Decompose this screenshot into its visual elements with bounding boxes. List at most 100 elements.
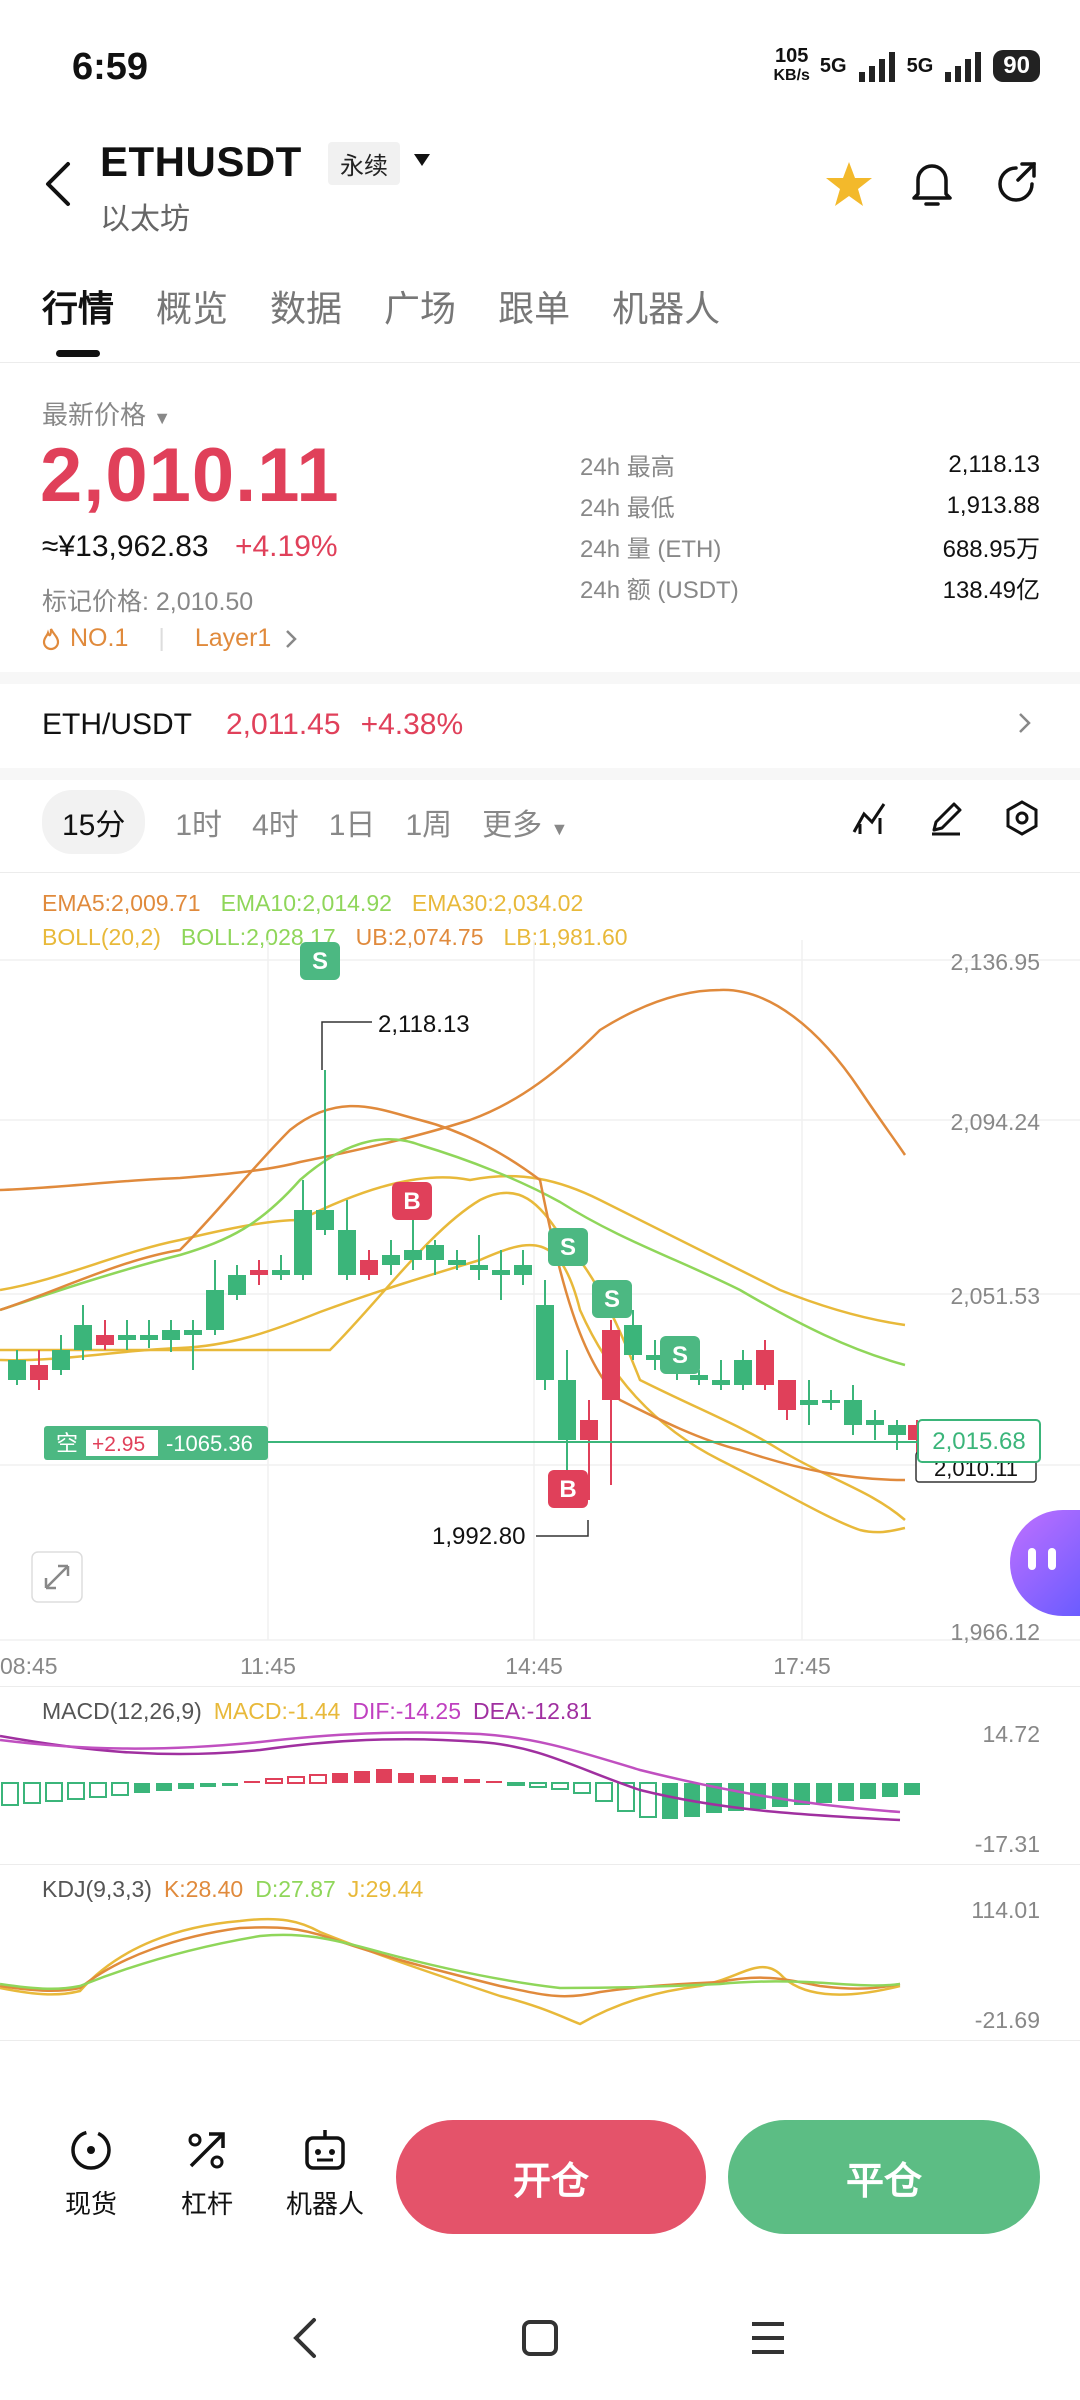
last-price: 2,010.11 <box>40 433 340 518</box>
candle <box>360 1260 378 1275</box>
boll-lb: LB:1,981.60 <box>503 924 628 950</box>
divider <box>0 362 1080 363</box>
candle <box>888 1425 906 1435</box>
macd-bar <box>420 1775 436 1783</box>
trade-marker-b: B <box>548 1470 588 1508</box>
boll-name: BOLL(20,2) <box>42 924 161 950</box>
stats-panel: 24h 最高 2,118.13 24h 最低 1,913.88 24h 量 (ETH… <box>580 444 1040 608</box>
status-icons: 105 KB/s 5G 5G 90 <box>773 46 1040 86</box>
boll-mid-line <box>0 1174 906 1327</box>
price-cny: ≈¥13,962.83 <box>42 530 209 563</box>
interval-1d[interactable]: 1日 <box>328 809 376 842</box>
candle <box>404 1250 422 1260</box>
candle <box>272 1270 290 1275</box>
candle <box>470 1265 488 1270</box>
macd-bar <box>486 1781 502 1783</box>
ema30-line <box>0 1191 906 1521</box>
position-badge[interactable]: 空 +2.95 -1065.36 <box>44 1426 268 1460</box>
spot-button[interactable]: 现货 <box>36 2126 146 2221</box>
indicator-icon[interactable] <box>852 800 888 836</box>
candle <box>162 1330 180 1340</box>
current-price-tag[interactable]: 2,015.68 <box>917 1419 1041 1463</box>
macd-chart[interactable]: 14.72 -17.31 <box>0 1690 1080 1860</box>
caret-down-icon[interactable] <box>412 152 432 168</box>
interval-4h[interactable]: 4时 <box>252 809 299 842</box>
svg-text:S: S <box>672 1342 688 1369</box>
macd-bar <box>507 1782 525 1786</box>
chevron-right-icon[interactable] <box>1018 712 1032 734</box>
macd-bar <box>89 1782 107 1798</box>
y-tick: 1,966.12 <box>950 1619 1040 1645</box>
sector-tag[interactable]: Layer1 <box>195 624 298 653</box>
macd-bar <box>354 1771 370 1783</box>
high-price-label: 2,118.13 <box>378 1011 470 1038</box>
macd-bar <box>464 1779 480 1783</box>
open-position-button[interactable]: 开仓 <box>396 2120 706 2234</box>
candle <box>866 1420 884 1425</box>
spot-pair-row[interactable]: ETH/USDT 2,011.45 +4.38% <box>42 708 463 742</box>
k-line <box>0 1926 901 1998</box>
divider <box>0 872 1080 873</box>
tab-copy-trading[interactable]: 跟单 <box>498 288 571 329</box>
price-change: +4.19% <box>234 530 338 563</box>
divider <box>0 1686 1080 1687</box>
candle <box>52 1350 70 1370</box>
bell-icon[interactable] <box>910 158 954 208</box>
spot-pair-change: +4.38% <box>360 708 464 741</box>
kdj-j: J:29.44 <box>347 1876 424 1902</box>
draw-pen-icon[interactable] <box>928 800 964 836</box>
expand-icon[interactable] <box>31 1551 83 1603</box>
bot-button[interactable]: 机器人 <box>270 2126 380 2221</box>
svg-text:-1065.36: -1065.36 <box>166 1431 253 1456</box>
symbol-title[interactable]: ETHUSDT <box>100 138 302 185</box>
rank-tag[interactable]: NO.1 <box>42 624 128 653</box>
favorite-star-icon[interactable] <box>824 160 874 208</box>
contract-type-badge[interactable]: 永续 <box>328 142 400 185</box>
candle <box>74 1325 92 1350</box>
macd-bar <box>639 1782 657 1818</box>
tab-square[interactable]: 广场 <box>384 288 457 329</box>
macd-bar <box>617 1782 635 1812</box>
macd-bar <box>23 1782 41 1804</box>
interval-more[interactable]: 更多 ▼ <box>482 809 569 842</box>
interval-1h[interactable]: 1时 <box>175 809 223 842</box>
macd-bar <box>398 1773 414 1783</box>
tab-overview[interactable]: 概览 <box>156 288 229 329</box>
signal-5g-2: 5G <box>906 54 934 77</box>
close-position-button[interactable]: 平仓 <box>728 2120 1040 2234</box>
kdj-chart[interactable]: 114.01 -21.69 <box>0 1866 1080 2036</box>
candle <box>382 1255 400 1265</box>
status-time: 6:59 <box>72 46 149 88</box>
candlestick-chart[interactable]: S B S S S B 2,118.13 1,992.80 空 +2.95 -1… <box>0 880 1080 1680</box>
candle <box>580 1420 598 1440</box>
tab-bots[interactable]: 机器人 <box>612 288 721 329</box>
macd-bar <box>178 1783 194 1789</box>
share-icon[interactable] <box>994 160 1040 206</box>
tab-market[interactable]: 行情 <box>42 288 115 329</box>
macd-bar <box>794 1783 810 1805</box>
back-arrow-icon[interactable] <box>40 160 76 208</box>
spot-pair-symbol: ETH/USDT <box>42 708 192 741</box>
boll-legend: BOLL(20,2) BOLL:2,028.17 UB:2,074.75 LB:… <box>42 924 628 951</box>
candle <box>646 1355 664 1360</box>
tab-active-indicator <box>56 350 100 357</box>
interval-15m[interactable]: 15分 <box>42 790 146 854</box>
last-price-label[interactable]: 最新价格 ▼ <box>42 400 172 430</box>
leverage-button[interactable]: 杠杆 <box>152 2126 262 2221</box>
ema10-value: EMA10:2,014.92 <box>220 890 392 916</box>
candle <box>756 1350 774 1385</box>
nav-menu-icon[interactable] <box>748 2318 788 2358</box>
x-tick: 17:45 <box>773 1653 831 1679</box>
interval-1w[interactable]: 1周 <box>405 809 453 842</box>
nav-home-icon[interactable] <box>520 2318 560 2358</box>
settings-hexagon-icon[interactable] <box>1004 800 1040 836</box>
leverage-icon <box>188 2132 225 2169</box>
dif-line <box>0 1734 901 1822</box>
svg-text:B: B <box>403 1188 420 1215</box>
candle <box>844 1400 862 1425</box>
tab-data[interactable]: 数据 <box>270 288 343 329</box>
candle <box>800 1400 818 1405</box>
candle <box>228 1275 246 1295</box>
nav-back-icon[interactable] <box>290 2316 320 2360</box>
boll-upper-line <box>0 988 907 1192</box>
